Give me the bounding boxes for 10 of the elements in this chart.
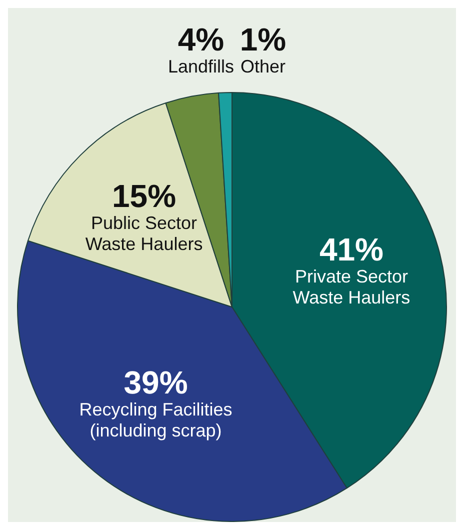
data-label: 4% bbox=[178, 22, 224, 58]
data-label: 41% bbox=[319, 231, 384, 268]
data-label: 39% bbox=[124, 364, 188, 400]
slice-label: Recycling Facilities (including scrap) bbox=[79, 399, 232, 440]
data-label: 1% bbox=[240, 22, 286, 58]
slice-label: Other bbox=[240, 56, 286, 76]
slice-label: Public Sector Waste Haulers bbox=[85, 213, 203, 254]
data-label: 15% bbox=[112, 178, 176, 214]
slice-label: Landfills bbox=[168, 56, 234, 76]
slice-label: Private Sector Waste Haulers bbox=[292, 266, 410, 308]
